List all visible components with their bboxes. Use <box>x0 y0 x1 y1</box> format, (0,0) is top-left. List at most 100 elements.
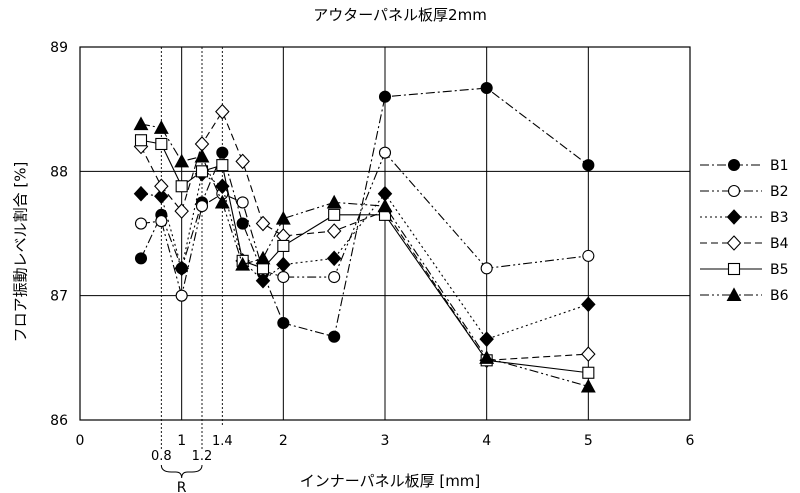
x-axis-label: インナーパネル板厚 [mm] <box>299 472 481 490</box>
data-point <box>154 188 169 205</box>
legend-label: B2 <box>770 184 789 200</box>
legend-label: B3 <box>770 210 789 226</box>
legend-marker <box>726 235 742 251</box>
series-line <box>140 87 589 338</box>
data-point <box>134 134 148 147</box>
data-point <box>235 256 251 271</box>
legend-item: B3 <box>700 209 789 226</box>
data-point <box>275 210 291 225</box>
y-tick-label: 89 <box>50 40 68 56</box>
series-line <box>140 151 589 296</box>
data-point <box>479 331 494 347</box>
data-point <box>195 165 209 178</box>
x-tick-label: 2 <box>279 433 288 449</box>
extra-tick-label: 1.2 <box>192 449 213 464</box>
data-point <box>378 146 392 159</box>
legend-label: B4 <box>770 236 789 252</box>
data-point <box>255 215 271 232</box>
legend-label: B5 <box>770 262 789 278</box>
chart-title: アウターパネル板厚2mm <box>313 6 487 24</box>
data-point <box>216 159 229 172</box>
data-point <box>328 330 341 343</box>
data-point <box>175 180 188 193</box>
legend: B1 B2 B3 B4 B5 B6 <box>700 158 789 304</box>
legend-item: B6 <box>700 287 789 304</box>
data-point <box>479 350 495 364</box>
x-tick-label: 5 <box>584 433 593 449</box>
data-point <box>326 250 342 267</box>
data-point <box>133 116 149 131</box>
data-point <box>134 252 148 265</box>
data-point <box>255 250 271 265</box>
data-point <box>580 378 596 393</box>
x-tick-label: 4 <box>482 433 491 449</box>
series-line <box>140 139 589 374</box>
y-tick-label: 88 <box>50 164 68 180</box>
axes: 86 87 88 89 0 1 2 3 4 5 6 0.8 1.21.4 R <box>50 40 694 493</box>
data-point <box>214 194 230 209</box>
data-point <box>255 272 271 289</box>
data-point <box>195 200 209 213</box>
data-point <box>134 217 148 230</box>
data-point <box>155 215 168 228</box>
legend-item: B5 <box>700 262 789 278</box>
x-tick-label: 1 <box>177 433 186 449</box>
data-point <box>175 289 188 302</box>
series-line <box>140 110 589 361</box>
legend-marker <box>726 287 742 302</box>
legend-marker <box>727 158 741 172</box>
data-point <box>582 159 595 172</box>
data-point <box>377 198 393 213</box>
series-line <box>140 123 589 387</box>
data-point <box>328 208 341 221</box>
grid-lines <box>79 46 691 421</box>
legend-item: B1 <box>700 158 789 174</box>
data-point <box>326 223 342 239</box>
series-b6 <box>133 116 596 393</box>
y-tick-label: 87 <box>50 289 68 305</box>
legend-item: B2 <box>700 184 789 200</box>
data-point <box>582 366 595 379</box>
legend-marker <box>726 209 742 225</box>
reference-lines <box>160 47 223 450</box>
series-b1 <box>134 81 595 343</box>
data-point <box>215 103 230 120</box>
data-point <box>236 217 249 230</box>
data-point <box>216 146 229 159</box>
data-point <box>133 185 149 202</box>
series-b4 <box>133 103 596 369</box>
data-point <box>581 296 596 313</box>
data-point <box>194 148 210 163</box>
x-tick-label: 6 <box>686 433 695 449</box>
range-brace <box>160 464 203 479</box>
range-label: R <box>177 480 187 493</box>
x-tick-label: 0 <box>76 433 85 449</box>
data-point <box>174 203 189 219</box>
data-point <box>326 194 342 209</box>
series-layer <box>133 81 596 393</box>
y-tick-label: 86 <box>50 413 68 429</box>
data-point <box>277 316 290 330</box>
data-point <box>154 178 169 195</box>
data-point <box>480 262 493 275</box>
data-point <box>378 90 392 103</box>
x-tick-label: 3 <box>381 433 390 449</box>
data-point <box>581 346 596 362</box>
data-point <box>582 249 595 262</box>
legend-label: B1 <box>770 158 789 174</box>
data-point <box>174 153 190 168</box>
plot-frame <box>79 46 691 421</box>
legend-marker <box>727 262 741 276</box>
data-point <box>480 81 493 95</box>
legend-item: B4 <box>700 235 789 252</box>
data-point <box>153 120 169 134</box>
legend-label: B6 <box>770 288 789 304</box>
data-point <box>236 196 249 209</box>
series-line <box>140 172 589 340</box>
data-point <box>276 256 291 273</box>
extra-tick-label: 0.8 <box>151 449 172 464</box>
data-point <box>235 153 250 170</box>
extra-tick-label: 1.4 <box>212 434 233 449</box>
data-point <box>155 137 168 151</box>
